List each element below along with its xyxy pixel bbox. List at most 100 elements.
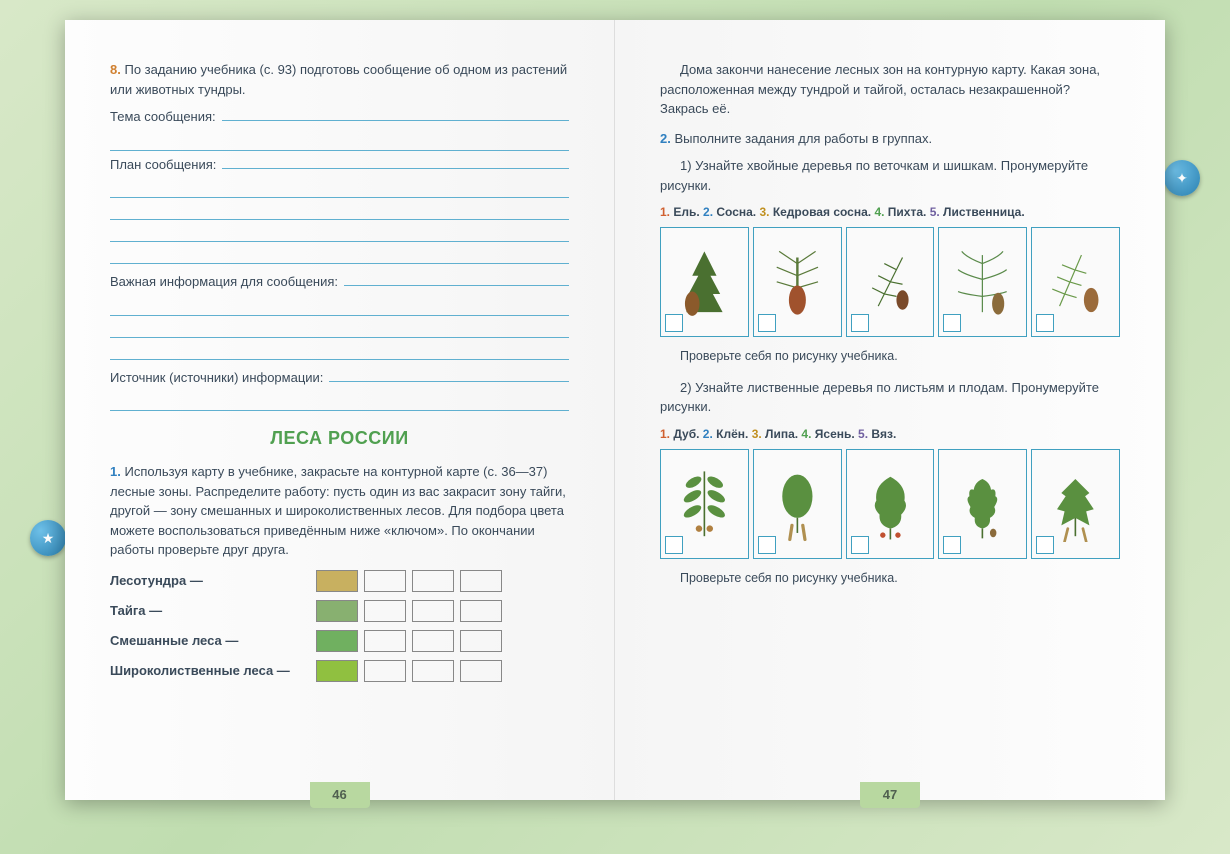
legend-number: 2. <box>703 427 716 441</box>
legend-name: Пихта. <box>888 205 930 219</box>
answer-box[interactable] <box>943 536 961 554</box>
answer-box[interactable] <box>851 314 869 332</box>
important-label: Важная информация для сообщения: <box>110 272 338 292</box>
write-line[interactable] <box>222 107 569 121</box>
legend-name: Клён. <box>716 427 752 441</box>
legend-name: Ель. <box>673 205 703 219</box>
key-row: Тайга — <box>110 600 569 622</box>
color-key-table: Лесотундра — Тайга — Смешанные леса — Широк… <box>110 570 569 682</box>
answer-box[interactable] <box>665 314 683 332</box>
write-line[interactable] <box>222 155 569 169</box>
legend-name: Лиственница. <box>943 205 1025 219</box>
key-label: Лесотундра — <box>110 571 310 591</box>
leaf-icon <box>1045 466 1106 542</box>
key-label: Смешанные леса — <box>110 631 310 651</box>
legend-name: Кедровая сосна. <box>773 205 875 219</box>
answer-box[interactable] <box>665 536 683 554</box>
write-line[interactable] <box>110 246 569 264</box>
color-swatch <box>316 660 358 682</box>
leaf-icon <box>860 466 921 542</box>
conifer-icon <box>952 244 1013 320</box>
legend-number: 4. <box>801 427 814 441</box>
plan-label: План сообщения: <box>110 155 216 175</box>
color-fill-box[interactable] <box>364 570 406 592</box>
answer-box[interactable] <box>1036 536 1054 554</box>
conifer-cards <box>660 227 1120 337</box>
color-swatch <box>316 630 358 652</box>
source-row: Источник (источники) информации: <box>110 368 569 388</box>
write-line[interactable] <box>344 272 569 286</box>
legend-number: 4. <box>874 205 887 219</box>
check-text: Проверьте себя по рисунку учебника. <box>660 569 1120 588</box>
color-fill-box[interactable] <box>460 570 502 592</box>
important-row: Важная информация для сообщения: <box>110 272 569 292</box>
color-fill-box[interactable] <box>364 600 406 622</box>
leaf-icon <box>952 466 1013 542</box>
legend-number: 1. <box>660 427 673 441</box>
answer-box[interactable] <box>943 314 961 332</box>
write-line[interactable] <box>110 342 569 360</box>
answer-box[interactable] <box>758 536 776 554</box>
color-fill-box[interactable] <box>364 660 406 682</box>
workbook-spread: 8. По заданию учебника (с. 93) подготовь… <box>65 20 1165 800</box>
legend-number: 3. <box>759 205 772 219</box>
legend-number: 5. <box>930 205 943 219</box>
plant-card <box>938 227 1027 337</box>
legend-number: 5. <box>858 427 871 441</box>
task-text: Выполните задания для работы в группах. <box>674 131 932 146</box>
deciduous-legend: 1. Дуб. 2. Клён. 3. Липа. 4. Ясень. 5. В… <box>660 425 1120 443</box>
color-fill-box[interactable] <box>364 630 406 652</box>
source-label: Источник (источники) информации: <box>110 368 323 388</box>
conifer-icon <box>674 244 735 320</box>
page-right: Дома закончи нанесение лесных зон на кон… <box>615 20 1165 800</box>
color-fill-box[interactable] <box>412 570 454 592</box>
page-number: 46 <box>310 782 370 808</box>
color-fill-box[interactable] <box>412 600 454 622</box>
color-swatch <box>316 600 358 622</box>
conifer-icon <box>860 244 921 320</box>
write-line[interactable] <box>329 368 569 382</box>
color-fill-box[interactable] <box>460 630 502 652</box>
answer-box[interactable] <box>1036 314 1054 332</box>
color-fill-box[interactable] <box>460 600 502 622</box>
write-line[interactable] <box>110 133 569 151</box>
color-fill-box[interactable] <box>412 630 454 652</box>
key-row: Широколиственные леса — <box>110 660 569 682</box>
write-line[interactable] <box>110 224 569 242</box>
color-fill-box[interactable] <box>412 660 454 682</box>
legend-name: Ясень. <box>815 427 858 441</box>
task-1: 1. Используя карту в учебнике, закрасьте… <box>110 462 569 560</box>
write-line[interactable] <box>110 298 569 316</box>
deciduous-cards <box>660 449 1120 559</box>
legend-name: Сосна. <box>716 205 759 219</box>
task-2: 2. Выполните задания для работы в группа… <box>660 129 1120 149</box>
write-line[interactable] <box>110 202 569 220</box>
subtask-1: 1) Узнайте хвойные деревья по веточкам и… <box>660 156 1120 195</box>
legend-number: 3. <box>752 427 765 441</box>
write-line[interactable] <box>110 180 569 198</box>
star-badge-icon: ✦ <box>1164 160 1200 196</box>
legend-name: Вяз. <box>871 427 896 441</box>
subtask-2: 2) Узнайте лиственные деревья по листьям… <box>660 378 1120 417</box>
plant-card <box>1031 449 1120 559</box>
answer-box[interactable] <box>851 536 869 554</box>
plant-card <box>753 227 842 337</box>
topic-label: Тема сообщения: <box>110 107 216 127</box>
write-line[interactable] <box>110 393 569 411</box>
task-number: 1. <box>110 464 121 479</box>
legend-number: 1. <box>660 205 673 219</box>
page-number: 47 <box>860 782 920 808</box>
page-left: 8. По заданию учебника (с. 93) подготовь… <box>65 20 615 800</box>
leaf-icon <box>767 466 828 542</box>
plant-card <box>846 227 935 337</box>
key-row: Лесотундра — <box>110 570 569 592</box>
legend-number: 2. <box>703 205 716 219</box>
plant-card <box>846 449 935 559</box>
check-text: Проверьте себя по рисунку учебника. <box>660 347 1120 366</box>
write-line[interactable] <box>110 320 569 338</box>
plant-card <box>660 227 749 337</box>
answer-box[interactable] <box>758 314 776 332</box>
legend-name: Липа. <box>765 427 801 441</box>
color-fill-box[interactable] <box>460 660 502 682</box>
plant-card <box>938 449 1027 559</box>
